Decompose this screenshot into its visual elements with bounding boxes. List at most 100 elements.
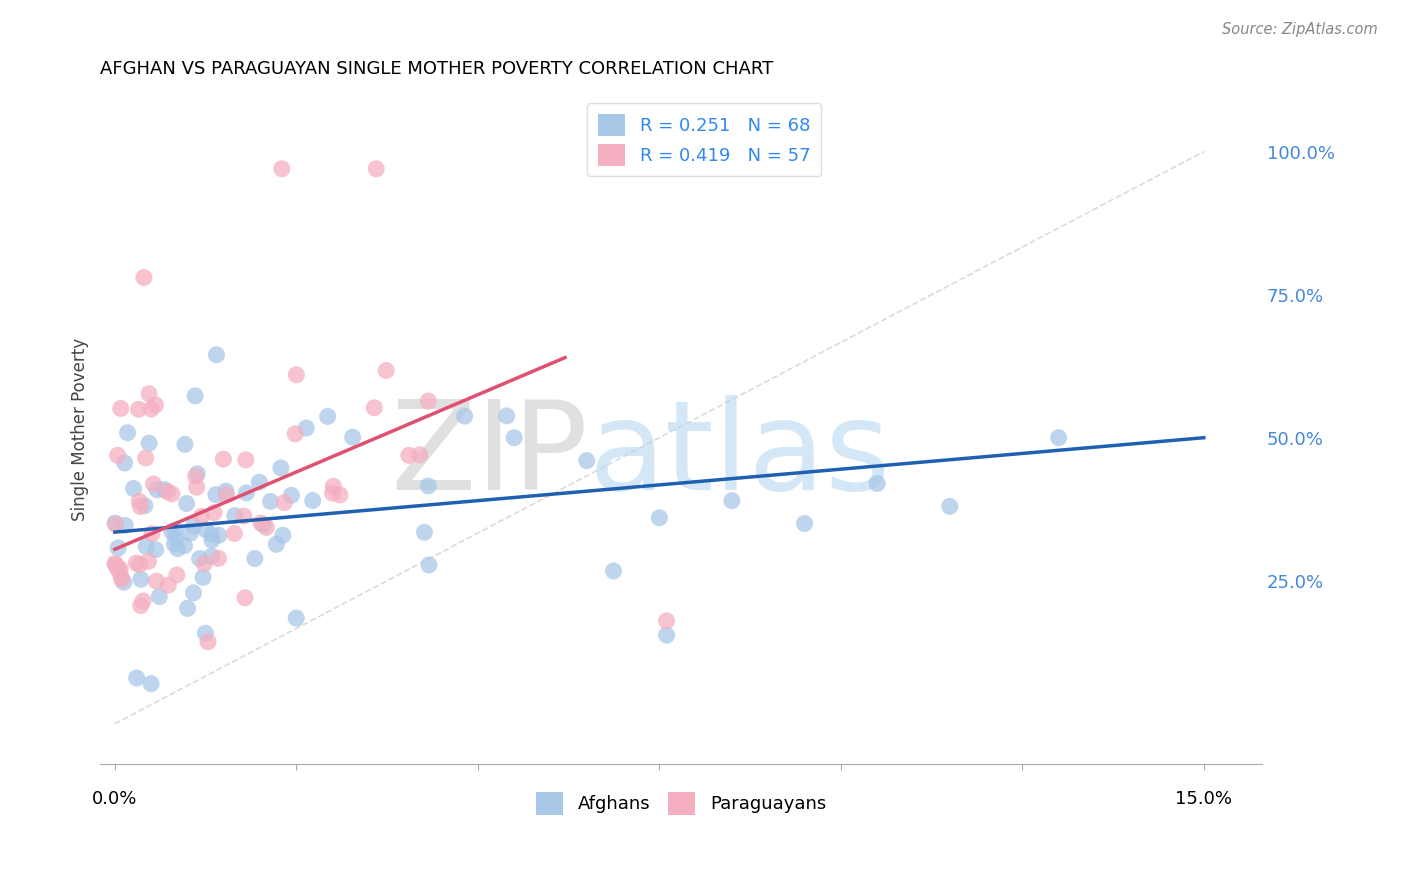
Point: [186, 480, 208, 494]
Point: [191, 570, 214, 584]
Point: [321, 486, 343, 500]
Point: [183, 519, 205, 533]
Point: [190, 509, 212, 524]
Point: [193, 557, 215, 571]
Point: [233, 591, 256, 605]
Point: [342, 430, 364, 444]
Point: [194, 523, 217, 537]
Point: [232, 508, 254, 523]
Point: [295, 421, 318, 435]
Point: [322, 479, 344, 493]
Point: [174, 437, 197, 451]
Point: [148, 590, 170, 604]
Point: [418, 479, 440, 493]
Point: [208, 528, 231, 542]
Text: Source: ZipAtlas.com: Source: ZipAtlas.com: [1222, 22, 1378, 37]
Point: [141, 526, 163, 541]
Point: [188, 551, 211, 566]
Point: [648, 511, 671, 525]
Text: AFGHAN VS PARAGUAYAN SINGLE MOTHER POVERTY CORRELATION CHART: AFGHAN VS PARAGUAYAN SINGLE MOTHER POVER…: [100, 60, 773, 78]
Point: [418, 394, 440, 409]
Point: [252, 517, 274, 532]
Point: [235, 486, 257, 500]
Point: [205, 488, 228, 502]
Point: [176, 496, 198, 510]
Point: [398, 448, 420, 462]
Point: [655, 614, 678, 628]
Point: [254, 520, 277, 534]
Point: [104, 557, 127, 571]
Text: ZIP: ZIP: [391, 395, 588, 516]
Point: [271, 528, 294, 542]
Point: [104, 558, 127, 572]
Point: [316, 409, 339, 424]
Point: [721, 493, 744, 508]
Point: [112, 575, 135, 590]
Point: [866, 476, 889, 491]
Point: [160, 524, 183, 539]
Point: [186, 467, 208, 481]
Point: [270, 161, 292, 176]
Point: [128, 558, 150, 572]
Point: [173, 539, 195, 553]
Point: [125, 556, 148, 570]
Point: [160, 487, 183, 501]
Point: [141, 677, 163, 691]
Point: [179, 526, 201, 541]
Point: [110, 401, 132, 416]
Point: [135, 540, 157, 554]
Text: 0.0%: 0.0%: [93, 789, 138, 807]
Point: [207, 551, 229, 566]
Point: [453, 409, 475, 423]
Point: [202, 506, 225, 520]
Point: [122, 482, 145, 496]
Point: [200, 549, 222, 564]
Point: [235, 452, 257, 467]
Point: [194, 626, 217, 640]
Point: [366, 161, 388, 176]
Point: [280, 488, 302, 502]
Point: [129, 572, 152, 586]
Point: [107, 563, 129, 577]
Point: [503, 431, 526, 445]
Y-axis label: Single Mother Poverty: Single Mother Poverty: [72, 337, 89, 521]
Point: [250, 516, 273, 530]
Point: [104, 516, 127, 530]
Point: [145, 542, 167, 557]
Point: [128, 402, 150, 417]
Point: [111, 573, 134, 587]
Point: [129, 599, 152, 613]
Point: [224, 508, 246, 523]
Point: [176, 601, 198, 615]
Point: [363, 401, 385, 415]
Point: [107, 449, 129, 463]
Point: [117, 425, 139, 440]
Point: [655, 628, 678, 642]
Point: [285, 368, 308, 382]
Point: [145, 398, 167, 412]
Point: [266, 537, 288, 551]
Point: [114, 518, 136, 533]
Point: [375, 363, 398, 377]
Point: [138, 386, 160, 401]
Point: [259, 494, 281, 508]
Point: [270, 461, 292, 475]
Point: [329, 488, 352, 502]
Point: [215, 488, 238, 502]
Point: [495, 409, 517, 423]
Point: [166, 567, 188, 582]
Point: [1047, 431, 1070, 445]
Point: [183, 586, 205, 600]
Point: [409, 448, 432, 462]
Point: [146, 483, 169, 497]
Point: [128, 494, 150, 508]
Point: [114, 456, 136, 470]
Point: [201, 527, 224, 541]
Point: [134, 499, 156, 513]
Point: [224, 526, 246, 541]
Point: [163, 537, 186, 551]
Point: [135, 450, 157, 465]
Point: [243, 551, 266, 566]
Point: [125, 671, 148, 685]
Point: [145, 574, 167, 588]
